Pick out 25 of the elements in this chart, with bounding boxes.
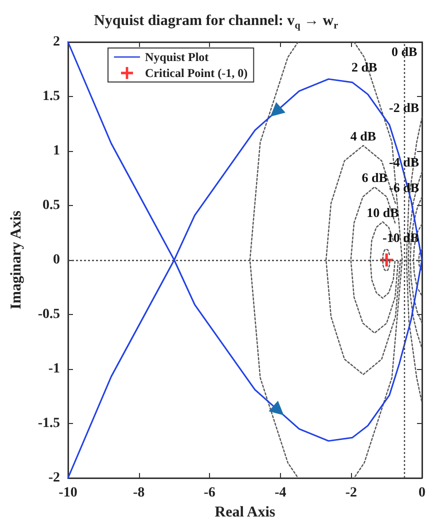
x-tick-label: -6: [204, 486, 216, 500]
y-tick-label: -0.5: [38, 307, 60, 322]
y-tick-label: 0: [53, 252, 60, 268]
y-axis-title: Imaginary Axis: [8, 210, 24, 310]
x-tick-label: -8: [132, 486, 145, 500]
annotation: 2 dB: [351, 59, 378, 74]
annotation: -2 dB: [389, 100, 420, 116]
x-tick-label: 0: [418, 486, 426, 500]
y-tick-label: 1.5: [42, 89, 60, 104]
y-tick-label: -1: [48, 362, 60, 376]
annotation: 6 dB: [362, 170, 388, 185]
y-tick-label: -2: [48, 470, 60, 486]
x-tick-label: -4: [274, 486, 286, 500]
legend-label: Nyquist Plot: [145, 50, 209, 64]
y-tick-label: 0.5: [42, 198, 60, 213]
annotation: -4 dB: [389, 154, 420, 170]
y-tick-label: -1.5: [38, 416, 60, 431]
ref-line-label: 0 dB: [391, 44, 418, 59]
y-tick-label: 2: [53, 34, 60, 50]
annotation: 4 dB: [350, 128, 376, 144]
x-axis-title: Real Axis: [214, 504, 276, 520]
legend-label: Critical Point (-1, 0): [145, 66, 248, 80]
x-tick-label: -2: [345, 486, 358, 500]
y-tick-label: 1: [53, 144, 60, 158]
x-tick-label: -10: [58, 486, 78, 500]
